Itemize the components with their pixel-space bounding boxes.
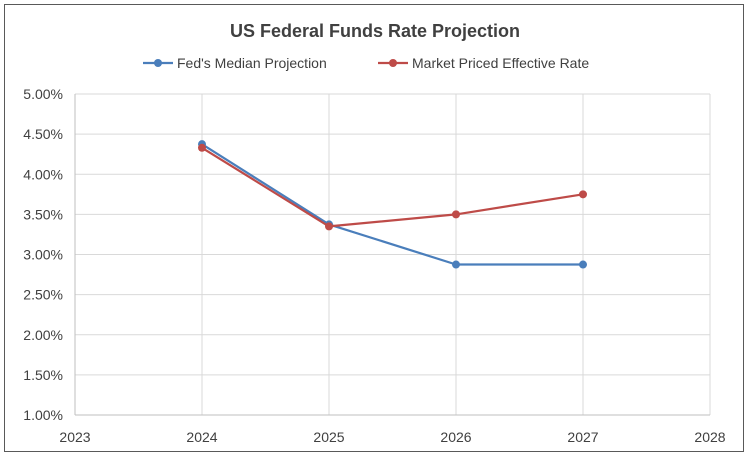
- y-tick-label: 1.50%: [23, 367, 63, 383]
- legend-marker-market: [389, 59, 397, 67]
- legend-marker-fed: [154, 59, 162, 67]
- series-point-0: [452, 260, 460, 269]
- series-point-1: [579, 190, 587, 199]
- legend-entry-market: Market Priced Effective Rate: [378, 55, 589, 71]
- y-tick-label: 2.50%: [23, 287, 63, 303]
- legend-label-fed: Fed's Median Projection: [177, 55, 327, 71]
- y-axis-ticks: 1.00% 1.50% 2.00% 2.50% 3.00% 3.50% 4.00% 4.50%…: [23, 86, 63, 423]
- x-axis-ticks: 2023 2024 2025 2026 2027 2028: [59, 429, 725, 445]
- y-tick-label: 3.50%: [23, 206, 63, 222]
- y-tick-label: 4.50%: [23, 126, 63, 142]
- legend-label-market: Market Priced Effective Rate: [412, 55, 589, 71]
- grid: [74, 93, 711, 416]
- y-tick-label: 2.00%: [23, 327, 63, 343]
- series-point-1: [452, 210, 460, 219]
- x-tick-label: 2024: [186, 429, 217, 445]
- y-tick-label: 4.00%: [23, 166, 63, 182]
- x-tick-label: 2023: [59, 429, 90, 445]
- legend-entry-fed: Fed's Median Projection: [143, 55, 327, 71]
- x-tick-label: 2026: [440, 429, 471, 445]
- y-tick-label: 5.00%: [23, 86, 63, 102]
- series-point-1: [325, 222, 333, 231]
- legend: Fed's Median Projection Market Priced Ef…: [143, 55, 589, 71]
- chart-frame: [4, 4, 744, 452]
- chart-title: US Federal Funds Rate Projection: [230, 21, 520, 41]
- y-tick-label: 1.00%: [23, 407, 63, 423]
- x-tick-label: 2028: [694, 429, 725, 445]
- series-point-1: [198, 143, 206, 152]
- y-tick-label: 3.00%: [23, 247, 63, 263]
- x-tick-label: 2025: [313, 429, 344, 445]
- series-line-0: [201, 143, 583, 266]
- series-line-1: [201, 146, 584, 228]
- x-tick-label: 2027: [567, 429, 598, 445]
- series-layer: [198, 140, 587, 269]
- series-point-0: [579, 260, 587, 269]
